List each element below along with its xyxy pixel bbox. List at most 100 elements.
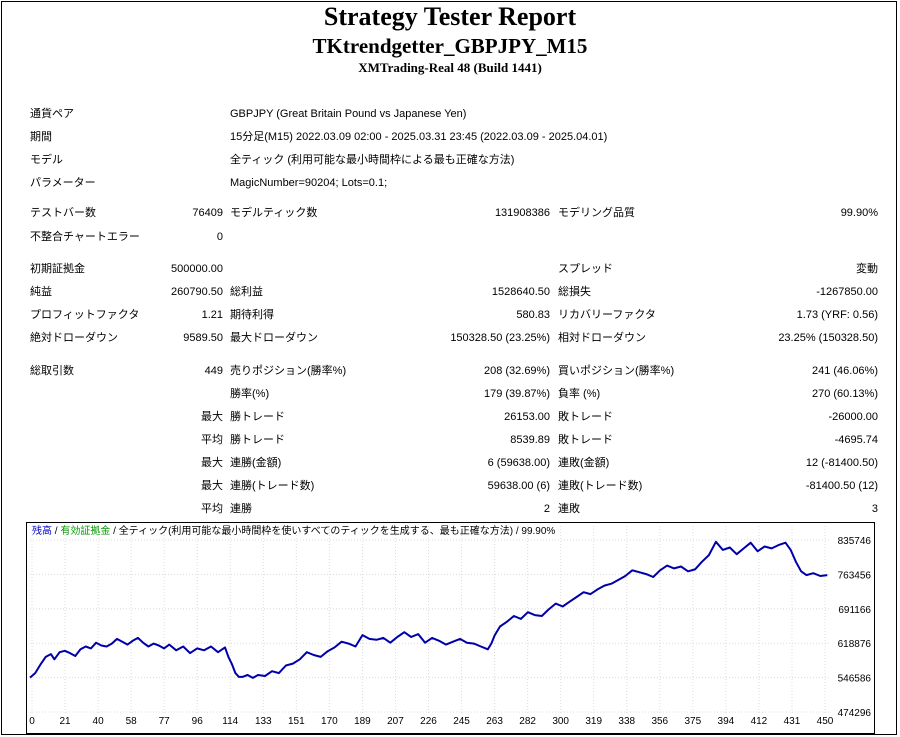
recovery-factor-label: リカバリーファクタ — [558, 309, 656, 321]
average-win-label: 勝トレード — [230, 434, 285, 446]
max-consecutive-word: 最大 — [201, 457, 223, 469]
largest-loss-value: -26000.00 — [828, 411, 878, 423]
legend-separator: / — [52, 526, 61, 537]
bars-label: テストバー数 — [30, 207, 96, 219]
abs-drawdown-label: 絶対ドローダウン — [30, 332, 118, 344]
y-tick-label: 691166 — [838, 605, 871, 616]
rel-drawdown-value: 23.25% (150328.50) — [778, 332, 878, 344]
average-loss-label: 敗トレード — [558, 434, 613, 446]
profit-factor-value: 1.21 — [201, 309, 223, 321]
mismatch-value: 0 — [216, 231, 223, 243]
chart-x-ticks: 0 21 40 58 77 96 114 133 151 170 189 207 226 245 263 28… — [29, 716, 834, 727]
expected-payoff-value: 580.83 — [516, 309, 550, 321]
chart-grid — [30, 526, 829, 714]
x-tick-label: 450 — [817, 716, 834, 727]
info-value-symbol: GBPJPY (Great Britain Pound vs Japanese … — [230, 108, 467, 120]
quality-label: モデリング品質 — [558, 207, 635, 219]
total-trades-value: 449 — [204, 365, 223, 377]
legend-separator: / — [513, 526, 522, 537]
x-tick-label: 77 — [159, 716, 171, 727]
x-tick-label: 189 — [354, 716, 371, 727]
long-positions-value: 241 (46.06%) — [811, 365, 878, 377]
largest-word: 最大 — [201, 411, 223, 423]
gross-profit-value: 1528640.50 — [491, 286, 550, 298]
mismatch-label: 不整合チャートエラー — [30, 231, 140, 243]
max-consec-losses-value: 12 (-81400.50) — [805, 457, 878, 469]
report-subtitle: TKtrendgetter_GBPJPY_M15 — [312, 34, 588, 58]
gross-loss-value: -1267850.00 — [816, 286, 878, 298]
gross-profit-label: 総利益 — [230, 286, 263, 298]
x-tick-label: 151 — [288, 716, 305, 727]
recovery-factor-value: 1.73 (YRF: 0.56) — [796, 309, 878, 321]
x-tick-label: 0 — [29, 716, 35, 727]
total-trades-label: 総取引数 — [30, 365, 74, 377]
max-consecutive-count-word: 最大 — [201, 480, 223, 492]
y-tick-label: 618876 — [838, 639, 872, 650]
loss-rate-value: 270 (60.13%) — [811, 388, 878, 400]
avg-consec-losses-value: 3 — [871, 503, 878, 515]
x-tick-label: 114 — [222, 716, 238, 727]
x-tick-label: 431 — [784, 716, 801, 727]
gross-loss-label: 総損失 — [558, 286, 591, 298]
largest-win-value: 26153.00 — [504, 411, 550, 423]
deposit-value: 500000.00 — [171, 263, 223, 275]
long-positions-label: 買いポジション(勝率%) — [558, 365, 675, 377]
chart-legend: 残高 / 有効証拠金 / 全ティック(利用可能な最小時間枠を使いすべてのティック… — [32, 526, 555, 538]
max-consec-loss-amount-label: 連敗(トレード数) — [558, 480, 643, 492]
largest-loss-label: 敗トレード — [558, 411, 613, 423]
avg-consec-wins-value: 2 — [543, 503, 550, 515]
x-tick-label: 412 — [751, 716, 768, 727]
legend-model: 全ティック(利用可能な最小時間枠を使いすべてのティックを生成する、最も正確な方法… — [118, 526, 514, 537]
largest-win-label: 勝トレード — [230, 411, 285, 423]
info-label-parameters: パラメーター — [30, 177, 96, 189]
short-positions-value: 208 (32.69%) — [483, 365, 550, 377]
x-tick-label: 394 — [718, 716, 735, 727]
info-label-model: モデル — [30, 154, 63, 166]
chart-border — [26, 522, 875, 734]
max-consec-profit-value: 59638.00 (6) — [487, 480, 550, 492]
y-tick-label: 546586 — [838, 674, 872, 685]
y-tick-label: 763456 — [838, 570, 872, 581]
y-tick-label: 835746 — [838, 536, 872, 547]
info-value-period: 15分足(M15) 2022.03.09 02:00 - 2025.03.31 … — [230, 131, 608, 143]
net-label: 純益 — [30, 286, 52, 298]
max-consec-profit-label: 連勝(トレード数) — [230, 480, 315, 492]
x-tick-label: 207 — [387, 716, 404, 727]
x-tick-label: 170 — [321, 716, 338, 727]
x-tick-label: 356 — [651, 716, 668, 727]
max-consec-wins-label: 連勝(金額) — [230, 457, 282, 469]
info-value-parameters: MagicNumber=90204; Lots=0.1; — [230, 177, 388, 189]
x-tick-label: 21 — [59, 716, 71, 727]
x-tick-label: 338 — [618, 716, 635, 727]
spread-value: 変動 — [856, 263, 878, 275]
deposit-label: 初期証拠金 — [30, 263, 85, 275]
info-label-period: 期間 — [30, 131, 52, 143]
profit-factor-label: プロフィットファクタ — [30, 309, 140, 321]
x-tick-label: 375 — [684, 716, 701, 727]
average-consecutive-word: 平均 — [201, 503, 223, 515]
quality-value: 99.90% — [840, 207, 878, 219]
y-tick-label: 474296 — [838, 708, 872, 719]
x-tick-label: 300 — [552, 716, 569, 727]
spread-label: スプレッド — [558, 263, 613, 275]
x-tick-label: 319 — [585, 716, 602, 727]
info-label-symbol: 通貨ペア — [30, 108, 74, 120]
win-rate-value: 179 (39.87%) — [483, 388, 550, 400]
x-tick-label: 282 — [519, 716, 536, 727]
average-win-value: 8539.89 — [510, 434, 550, 446]
x-tick-label: 40 — [93, 716, 105, 727]
x-tick-label: 133 — [255, 716, 272, 727]
chart-y-ticks: 835746 763456 691166 618876 546586 474296 — [838, 536, 872, 719]
average-loss-value: -4695.74 — [834, 434, 878, 446]
max-drawdown-label: 最大ドローダウン — [230, 332, 318, 344]
legend-quality: 99.90% — [521, 526, 556, 537]
info-value-model: 全ティック (利用可能な最小時間枠による最も正確な方法) — [230, 154, 515, 166]
rel-drawdown-label: 相対ドローダウン — [558, 332, 646, 344]
x-tick-label: 226 — [420, 716, 437, 727]
max-drawdown-value: 150328.50 (23.25%) — [450, 332, 550, 344]
loss-rate-label: 負率 (%) — [558, 388, 601, 400]
max-consec-loss-amount-value: -81400.50 (12) — [805, 480, 878, 492]
avg-consec-wins-label: 連勝 — [230, 503, 252, 515]
report-title: Strategy Tester Report — [323, 2, 577, 31]
